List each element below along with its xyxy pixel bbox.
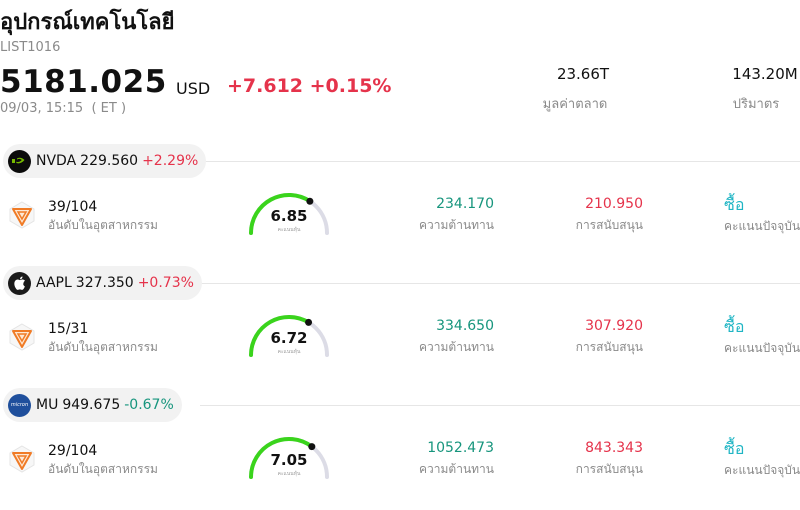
micron-logo-icon: micron — [8, 393, 31, 417]
current-rating-label: คะแนนปัจจุบัน — [724, 219, 800, 233]
buy-rating-link[interactable]: ซื้อ — [724, 317, 745, 336]
stock-section: micron MU 949.675 -0.67% 29/104 อันดับในอุตสา… — [0, 388, 800, 510]
resistance-value: 334.650 — [436, 318, 494, 334]
stock-section: AAPL 327.350 +0.73% 15/31 อันดับในอุตสาหกรรม… — [0, 266, 800, 388]
stock-price: 229.560 — [80, 153, 139, 169]
industry-rank-badge-icon — [9, 445, 35, 473]
stock-price: 327.350 — [75, 275, 134, 291]
resistance-value: 234.170 — [436, 196, 494, 212]
currency-label: USD — [176, 79, 211, 98]
resistance-label: ความต้านทาน — [419, 340, 494, 354]
market-cap-label: มูลค่าตลาด — [542, 97, 608, 112]
section-divider — [200, 405, 800, 406]
industry-rank: 39/104 — [48, 199, 98, 215]
volume-value: 143.20M — [732, 65, 798, 83]
resistance-value: 1052.473 — [427, 440, 494, 456]
current-rating-label: คะแนนปัจจุบัน — [724, 341, 800, 355]
stock-score: 6.85 — [270, 207, 308, 225]
stock-symbol: NVDA — [36, 153, 77, 169]
support-label: การสนับสนุน — [575, 462, 643, 476]
stock-score-label: คะแนนหุ้น — [277, 471, 301, 477]
stock-change: +2.29% — [142, 153, 199, 169]
stock-score: 6.72 — [270, 329, 308, 347]
support-value: 307.920 — [585, 318, 643, 334]
stock-section: NVDA 229.560 +2.29% 39/104 อันดับในอุตสาหกรร… — [0, 144, 800, 266]
index-change: +7.612 +0.15% — [227, 75, 392, 97]
buy-rating-link[interactable]: ซื้อ — [724, 195, 745, 214]
current-rating-label: คะแนนปัจจุบัน — [724, 463, 800, 477]
industry-rank-label: อันดับในอุตสาหกรรม — [48, 218, 158, 232]
timestamp: 09/03, 15:15 ( ET ) — [0, 101, 127, 116]
support-value: 210.950 — [585, 196, 643, 212]
list-code: LIST1016 — [0, 40, 61, 55]
stock-price: 949.675 — [62, 397, 121, 413]
nvidia-logo-icon — [8, 149, 31, 173]
stock-score-label: คะแนนหุ้น — [277, 227, 301, 233]
volume-label: ปริมาตร — [732, 97, 780, 112]
index-price: 5181.025 — [0, 64, 167, 100]
buy-rating-link[interactable]: ซื้อ — [724, 439, 745, 458]
section-divider — [200, 161, 800, 162]
stock-score-label: คะแนนหุ้น — [277, 349, 301, 355]
support-label: การสนับสนุน — [575, 340, 643, 354]
score-gauge — [249, 193, 329, 235]
score-gauge — [249, 315, 329, 357]
page-title: อุปกรณ์เทคโนโลยี — [0, 10, 175, 35]
score-gauge — [249, 436, 329, 479]
stock-change: +0.73% — [137, 275, 194, 291]
resistance-label: ความต้านทาน — [419, 462, 494, 476]
industry-rank-badge-icon — [9, 201, 35, 229]
stock-symbol: AAPL — [36, 275, 72, 291]
industry-rank-label: อันดับในอุตสาหกรรม — [48, 462, 158, 476]
industry-rank: 15/31 — [48, 321, 89, 337]
stock-pill[interactable]: NVDA 229.560 +2.29% — [3, 144, 207, 178]
stock-change: -0.67% — [124, 397, 174, 413]
support-value: 843.343 — [585, 440, 643, 456]
stock-pill[interactable]: micron MU 949.675 -0.67% — [3, 388, 182, 422]
market-cap-value: 23.66T — [556, 65, 610, 83]
industry-rank-label: อันดับในอุตสาหกรรม — [48, 340, 158, 354]
support-label: การสนับสนุน — [575, 218, 643, 232]
stock-pill[interactable]: AAPL 327.350 +0.73% — [3, 266, 202, 300]
stock-symbol: MU — [36, 397, 59, 413]
apple-logo-icon — [8, 271, 31, 295]
stock-score: 7.05 — [270, 451, 308, 469]
resistance-label: ความต้านทาน — [419, 218, 494, 232]
industry-rank-badge-icon — [9, 323, 35, 351]
industry-rank: 29/104 — [48, 443, 98, 459]
section-divider — [200, 283, 800, 284]
